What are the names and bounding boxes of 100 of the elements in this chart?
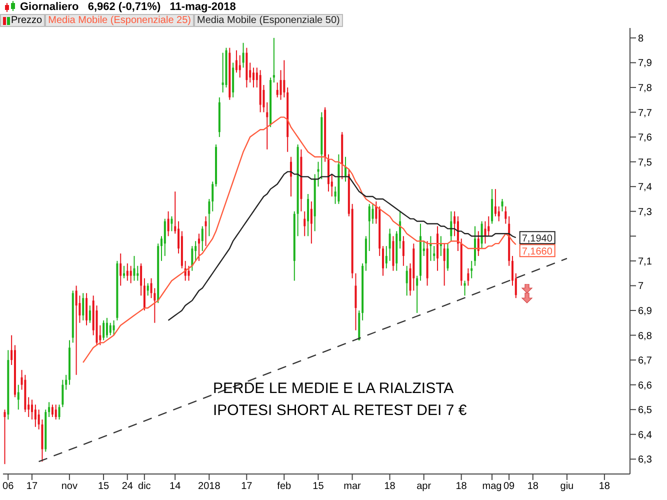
candlestick [109,322,112,336]
y-tick-label: 6,3 [638,454,652,466]
annotation: IPOTESI SHORT AL RETEST DEI 7 € [213,401,467,421]
candlestick [143,278,146,311]
candlestick [88,305,91,324]
y-tick-label: 6,4 [638,430,652,441]
candlestick [51,404,54,418]
x-tick-label: 15 [98,481,110,492]
y-tick-label: 7,7 [638,108,652,119]
y-tick-label: 7,9 [638,58,652,70]
candlestick [488,216,490,237]
candlestick [86,292,88,326]
candlestick [477,230,480,256]
annotation: PERDE LE MEDIE E LA RIALZISTA [213,379,455,399]
candlestick [266,102,268,150]
y-tick-label: 7,3 [638,206,652,218]
candlestick [112,320,115,336]
candlestick [102,320,105,341]
candlestick [443,243,446,286]
candlestick [4,409,6,465]
candlestick [372,203,374,224]
candlestick [470,260,473,279]
candlestick [276,82,278,98]
candlestick [467,268,470,286]
x-tick-label: 14 [170,481,182,492]
candlestick [402,236,404,266]
candlestick [283,60,286,98]
candlestick [433,246,436,262]
candlestick [188,265,190,282]
candlestick [123,265,126,279]
x-tick-label: 09 [503,481,516,492]
candlestick [310,200,312,244]
candlestick [106,317,108,338]
candlestick [133,255,136,282]
x-tick-label: apr [416,481,432,492]
candlestick [136,265,139,282]
candlestick [235,50,238,74]
text: Media Mobile (Esponenziale 50) [194,14,343,27]
y-tick-label: 6,8 [638,330,652,342]
candlestick [416,275,418,314]
x-tick-label: feb [277,481,292,492]
candlestick [212,181,214,212]
candlestick [130,265,132,284]
candlestick [34,404,36,428]
y-tick-label: 7,5 [638,157,652,168]
x-tick-label: 24 [122,481,134,492]
x-tick-label: 17 [241,481,253,492]
candlestick [62,379,64,408]
candlestick [498,206,500,222]
data-label: 7,1940 [522,234,553,245]
candlestick [491,188,494,224]
x-tick-label: mag [482,481,502,492]
candlestick [58,404,60,420]
candlestick [126,262,128,282]
candlestick [242,42,244,68]
y-tick-label: 7 [638,281,644,292]
candlestick [368,203,370,252]
candlestick [307,194,310,237]
candlestick [222,52,224,93]
candlestick [480,220,483,250]
x-tick-label: 06 [2,481,14,492]
y-tick-label: 7,1 [638,256,652,268]
candlestick [146,282,149,296]
candlestick [501,198,504,212]
candlestick [385,246,388,269]
y-tick-label: 6,6 [638,380,652,392]
candlestick [167,210,170,237]
candlestick [54,404,57,420]
line-series [82,116,516,364]
candlestick [194,240,197,262]
x-tick-label: nov [61,481,78,492]
candlestick [304,210,306,237]
x-tick-label: giu [560,481,574,492]
candlestick [82,292,84,321]
candlestick [464,280,466,296]
y-tick-label: 7,8 [638,83,652,94]
candlestick [170,216,173,232]
candlestick [48,402,50,418]
x-tick-label: 18 [527,481,539,492]
candlestick [164,218,166,256]
candlestick [494,188,496,217]
data-label: 7,1660 [522,246,553,258]
candlestick [204,216,207,247]
candlestick [272,37,275,84]
candlestick [208,198,210,237]
candlestick [75,285,78,376]
x-tick-label: 18 [456,481,468,492]
candlestick [382,246,384,276]
y-tick-label: 6,9 [638,306,652,318]
candlestick [406,265,408,296]
candlestick [17,384,20,410]
candlestick [446,243,449,272]
y-tick-label: 6,7 [638,356,652,367]
candlestick [252,67,255,88]
x-tick-label: 2018 [198,481,221,492]
x-tick-label: 18 [384,481,396,492]
candlestick [191,246,194,272]
candlestick [198,233,200,262]
candlestick [65,374,68,390]
x-tick-label: 18 [598,481,610,492]
